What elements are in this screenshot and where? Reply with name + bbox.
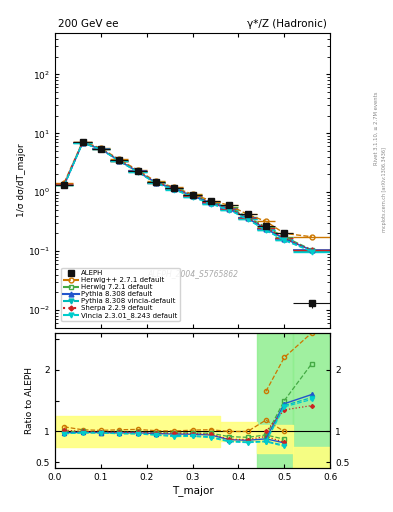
Text: mcplots.cern.ch [arXiv:1306.3436]: mcplots.cern.ch [arXiv:1306.3436] (382, 147, 387, 232)
X-axis label: T_major: T_major (172, 485, 213, 496)
Y-axis label: Ratio to ALEPH: Ratio to ALEPH (26, 367, 35, 434)
Text: Rivet 3.1.10, ≥ 2.7M events: Rivet 3.1.10, ≥ 2.7M events (374, 91, 379, 165)
Text: γ*/Z (Hadronic): γ*/Z (Hadronic) (248, 19, 327, 29)
Text: ALEPH_2004_S5765862: ALEPH_2004_S5765862 (147, 269, 238, 278)
Y-axis label: 1/σ dσ/dT_major: 1/σ dσ/dT_major (17, 144, 26, 217)
Legend: ALEPH, Herwig++ 2.7.1 default, Herwig 7.2.1 default, Pythia 8.308 default, Pythi: ALEPH, Herwig++ 2.7.1 default, Herwig 7.… (61, 268, 180, 321)
Text: 200 GeV ee: 200 GeV ee (58, 19, 118, 29)
